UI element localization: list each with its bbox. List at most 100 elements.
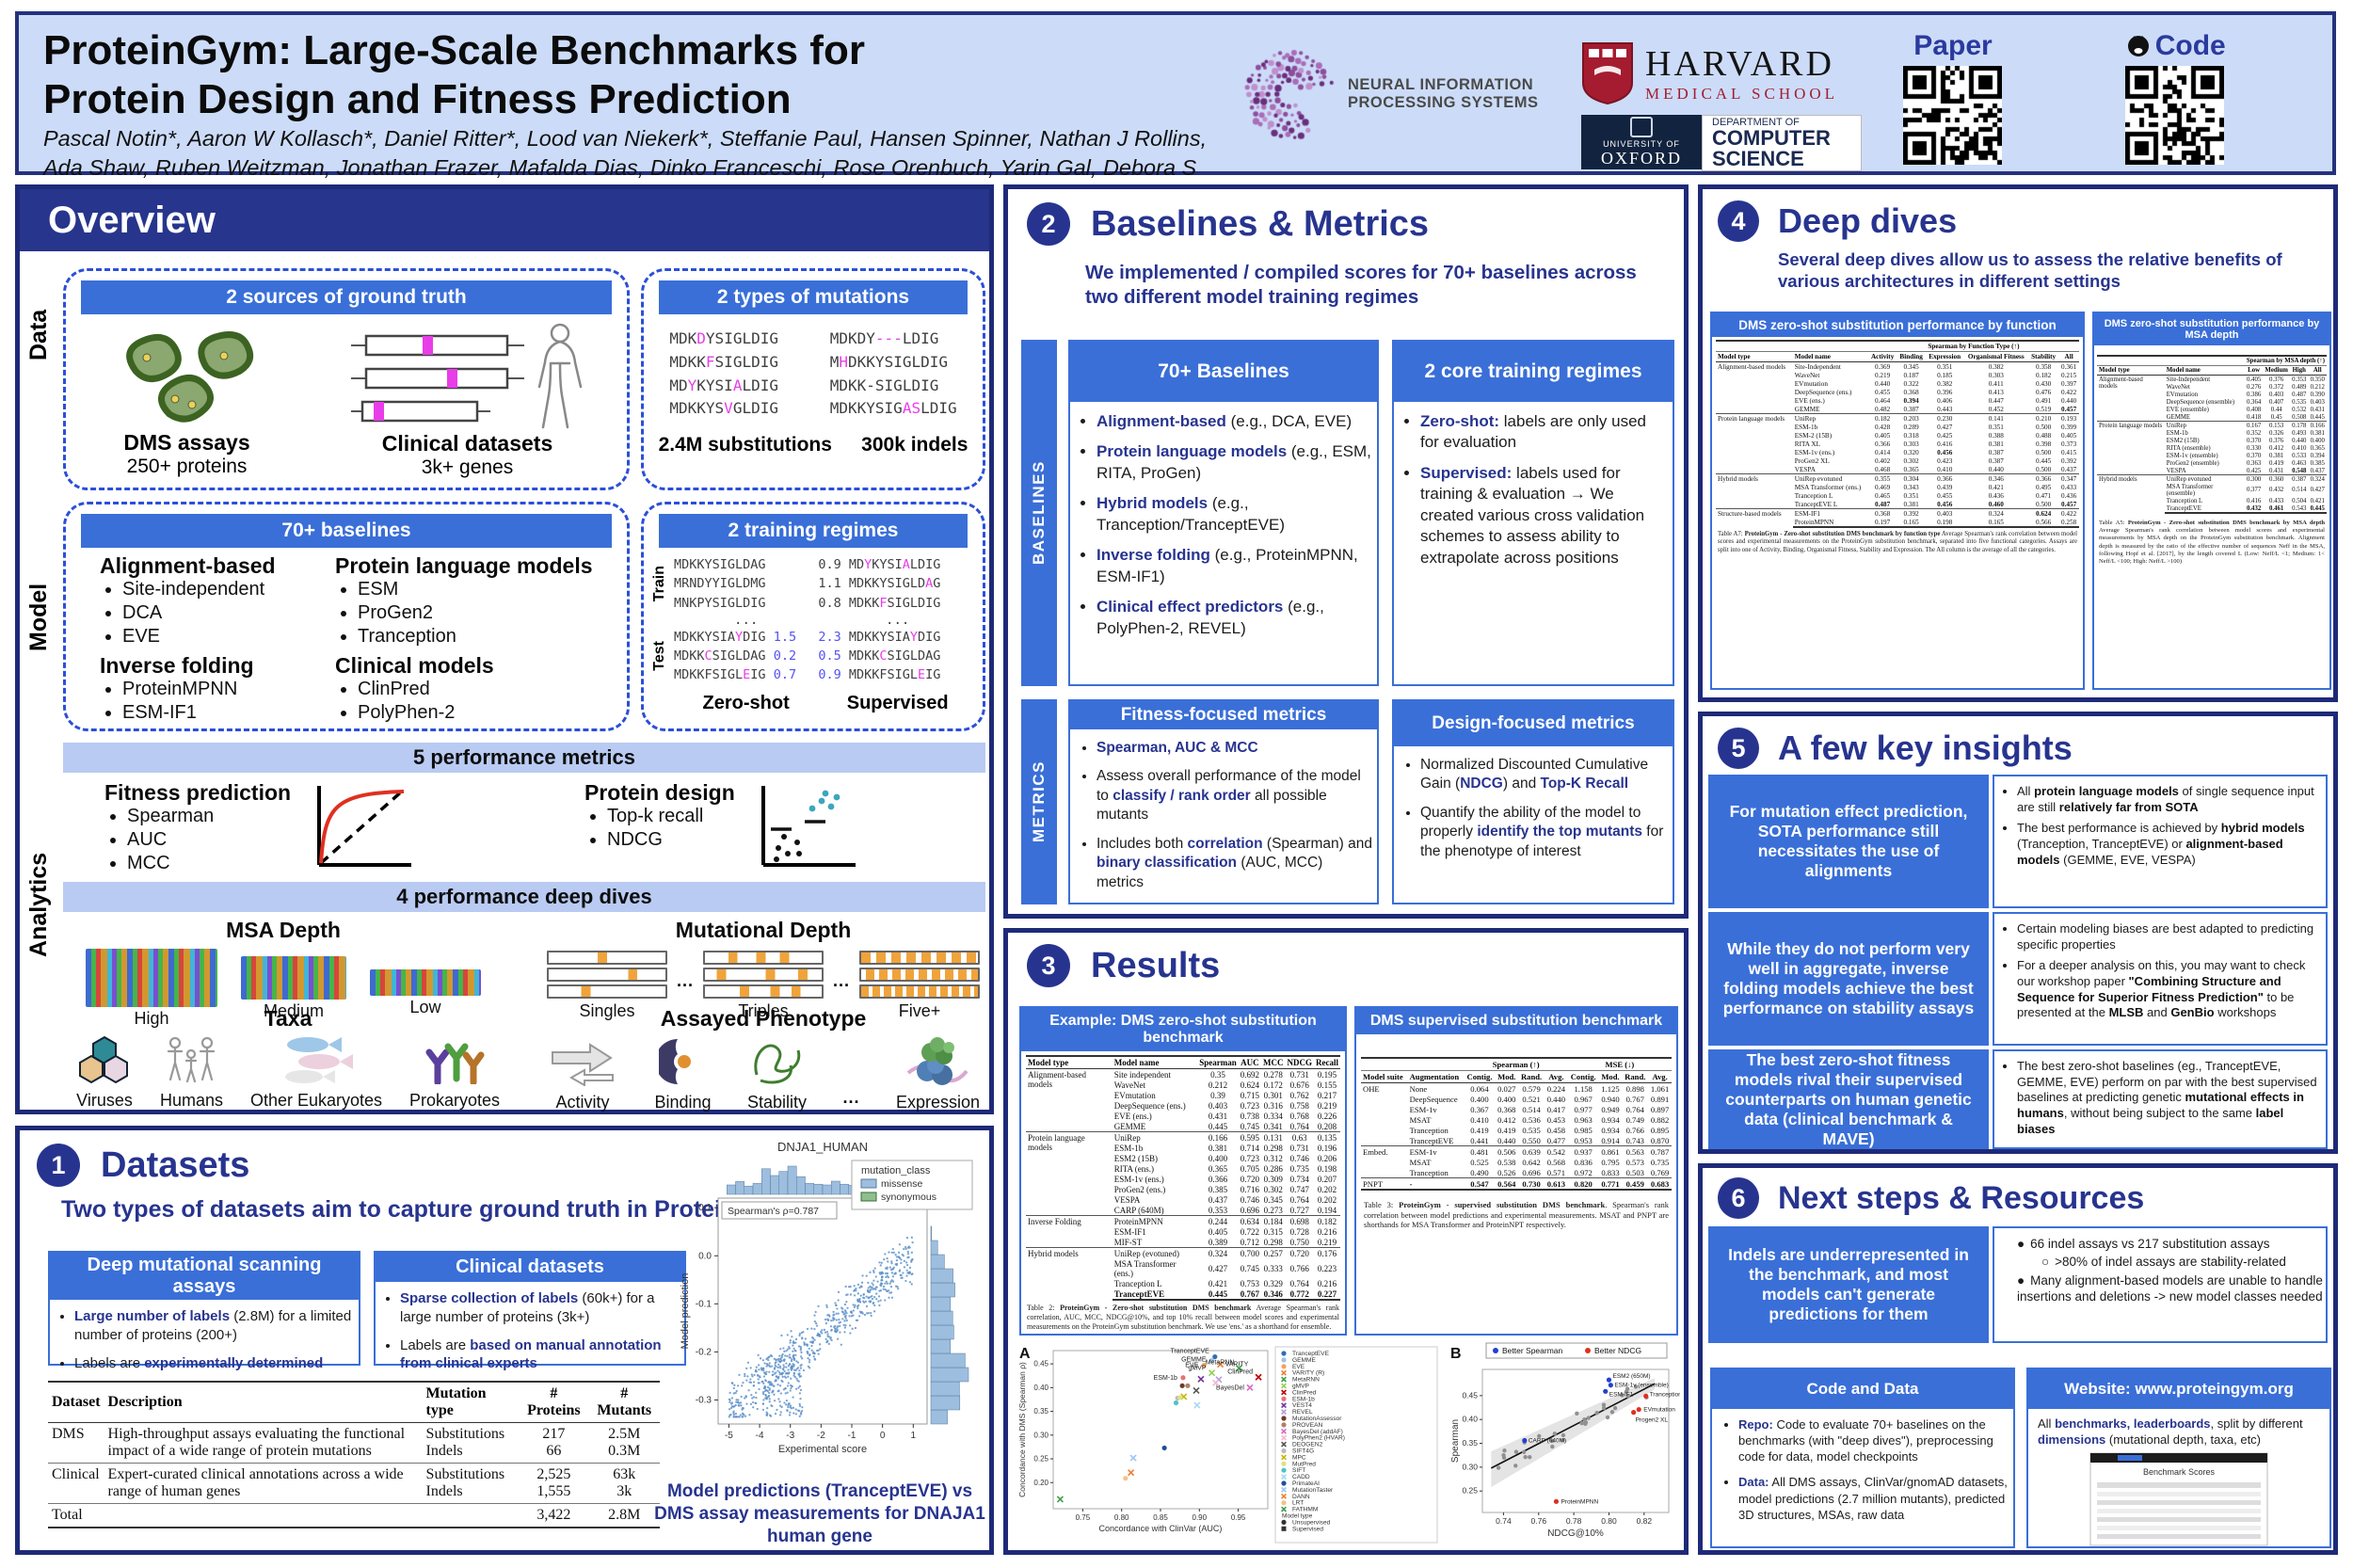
clinical-box-bullets: Sparse collection of labels (60k+) for a… (376, 1289, 682, 1383)
bullet: Labels are based on manual annotation fr… (400, 1336, 682, 1374)
svg-text:Unsupervised: Unsupervised (1292, 1519, 1331, 1526)
neurips-swirl-icon (1242, 47, 1337, 141)
list-item: ClinPred (358, 679, 617, 700)
insight-3-claim: The best zero-shot fitness models rival … (1708, 1049, 1989, 1149)
svg-text:0.20: 0.20 (1033, 1479, 1048, 1487)
clinical-datasets-count: 3k+ genes (421, 456, 514, 478)
list-item: ProGen2 (358, 602, 617, 624)
ellipsis: ... (734, 612, 759, 628)
gene-bars-icon (350, 334, 524, 423)
insight-row-2: While they do not perform very well in a… (1708, 912, 2328, 1046)
svg-text:-0.3: -0.3 (696, 1395, 712, 1405)
svg-text:0.25: 0.25 (1033, 1455, 1048, 1464)
svg-text:Tranception L: Tranception L (1650, 1391, 1680, 1398)
bullet: Supervised: labels used for training & e… (1420, 463, 1669, 568)
zero-shot-test-seqs: MDKKYSIAYDIG 1.5 MDKKCSIGLDAG 0.2 MDKKFSIG… (674, 629, 797, 683)
mutations-header: 2 types of mutations (659, 280, 968, 314)
svg-text:0.90: 0.90 (1193, 1513, 1208, 1522)
stability-icon (753, 1044, 800, 1084)
baselines-metrics-panel: 2 Baselines & Metrics We implemented / c… (1003, 184, 1689, 919)
bullet: For a deeper analysis on this, you may w… (2017, 958, 2324, 1021)
bullet: Data: All DMS assays, ClinVar/gnomAD dat… (1738, 1474, 2009, 1522)
design-metrics-box: Design-focused metrics Normalized Discou… (1392, 699, 1674, 904)
list-item: NDCG (607, 829, 735, 851)
msa-high-icon (86, 949, 217, 1007)
substitutions-count: 2.4M substitutions (658, 434, 832, 456)
supervised-train-seqs: 0.9 MDYKYSIALDIG 1.1 MDKKYSIGLDAG 0.8 MDKK… (818, 557, 941, 611)
svg-text:Spearman: Spearman (1450, 1419, 1461, 1463)
taxa-block: Taxa Viruses (76, 1006, 500, 1111)
svg-text:VARITY: VARITY (1225, 1362, 1249, 1368)
svg-text:MutPred: MutPred (1292, 1461, 1316, 1467)
list-item: Top-k recall (607, 806, 735, 827)
svg-text:A: A (1019, 1346, 1031, 1362)
svg-text:ESM-1v (ensemble): ESM-1v (ensemble) (1614, 1383, 1668, 1389)
svg-text:CADD: CADD (1292, 1474, 1310, 1480)
svg-text:SIFT4G: SIFT4G (1292, 1448, 1314, 1455)
svg-text:0.0: 0.0 (698, 1251, 712, 1261)
list-item: AUC (127, 829, 291, 851)
results-title: Results (1091, 945, 1221, 985)
harvard-label: HARVARD (1645, 44, 1834, 84)
svg-text:0.78: 0.78 (1566, 1516, 1582, 1526)
dms-assays-count: 250+ proteins (126, 456, 248, 477)
expression-label: Expression (895, 1093, 980, 1112)
code-qr-code (2125, 66, 2224, 165)
bullet: Normalized Discounted Cumulative Gain (N… (1420, 756, 1669, 794)
supervised-test-seqs: 2.3 MDKKYSIAYDIG 0.5 MDKKCSIGLDAG 0.9 MDKK… (818, 629, 941, 683)
topk-scatter-icon (760, 786, 856, 867)
svg-text:-3: -3 (786, 1431, 794, 1441)
insights-panel: 5 A few key insights For mutation effect… (1698, 712, 2338, 1154)
svg-text:0.40: 0.40 (1462, 1415, 1478, 1424)
svg-text:Concordance with DMS (Spearman: Concordance with DMS (Spearman ρ) (1017, 1362, 1027, 1497)
svg-text:MPC: MPC (1292, 1454, 1306, 1461)
insight-3-details: The best zero-shot baselines (eg., Tranc… (1993, 1049, 2328, 1149)
by-function-table: Spearman by Function Type (↑) Model type M… (1712, 337, 2083, 528)
deep-dives-panel: 4 Deep dives Several deep dives allow us… (1698, 184, 2338, 702)
metrics-bar: 5 performance metrics (63, 743, 985, 773)
website-box: Website: www.proteingym.org All benchmar… (2026, 1368, 2331, 1548)
svg-text:Progen2 XL: Progen2 XL (1636, 1417, 1669, 1424)
insight-1-claim: For mutation effect prediction, SOTA per… (1708, 775, 1989, 908)
paper-label: Paper (1913, 30, 1993, 61)
ground-truth-header: 2 sources of ground truth (81, 280, 612, 314)
baselines-70-box: 70+ Baselines Alignment-based (e.g., DCA… (1068, 340, 1379, 686)
svg-text:0.45: 0.45 (1462, 1390, 1478, 1400)
svg-text:MutationTaster: MutationTaster (1292, 1487, 1334, 1494)
supervised-card: DMS supervised substitution benchmark Sp… (1354, 1006, 1678, 1336)
protein-design-block: Protein design Top-k recallNDCG (584, 780, 863, 874)
insights-title: A few key insights (1778, 728, 2073, 767)
core-regimes-bullets: Zero-shot: labels are only used for eval… (1396, 411, 1669, 578)
results-panel: 3 Results Example: DMS zero-shot substit… (1003, 928, 1689, 1555)
substitution-sequences: MDKDYSIGLDIG MDKKFSIGLDIG MDYKYSIALDIG MDKK… (669, 329, 778, 418)
viruses-icon (79, 1035, 128, 1084)
svg-text:SIFT: SIFT (1292, 1467, 1305, 1474)
bullet: Protein language models (e.g., ESM, RITA… (1096, 441, 1373, 484)
list-item: Spearman (127, 806, 291, 827)
supervised-table-caption: Table 3: ProteinGym - supervised substit… (1364, 1200, 1669, 1230)
bullet: Clinical effect predictors (e.g., PolyPh… (1096, 597, 1373, 639)
dms-assays-label: DMS assays (123, 430, 250, 455)
indels-row: Indels are underrepresented in the bench… (1708, 1226, 2328, 1343)
svg-text:VARITY (R): VARITY (R) (1292, 1370, 1324, 1377)
bullet: The best performance is achieved by hybr… (2017, 821, 2324, 868)
expression-icon (907, 1037, 969, 1085)
activity-label: Activity (555, 1093, 610, 1112)
svg-text:Experimental score: Experimental score (778, 1444, 867, 1455)
bullet: Hybrid models (e.g., Tranception/Trancep… (1096, 493, 1373, 536)
humans-icon (168, 1036, 216, 1083)
svg-text:0.30: 0.30 (1033, 1431, 1048, 1439)
datasets-panel: 1 Datasets Two types of datasets aim to … (15, 1126, 994, 1555)
svg-text:PrimateAI: PrimateAI (1292, 1480, 1320, 1487)
svg-text:Better Spearman: Better Spearman (1502, 1346, 1563, 1355)
baselines-metrics-title: Baselines & Metrics (1091, 203, 1430, 244)
metrics-side-label: METRICS (1021, 699, 1057, 904)
section-number-2: 2 (1027, 202, 1070, 246)
svg-text:0.95: 0.95 (1231, 1513, 1246, 1522)
svg-text:0: 0 (880, 1431, 886, 1441)
svg-text:-4: -4 (756, 1431, 764, 1441)
core-regimes-header: 2 core training regimes (1394, 342, 1673, 402)
train-label: Train (651, 566, 667, 602)
